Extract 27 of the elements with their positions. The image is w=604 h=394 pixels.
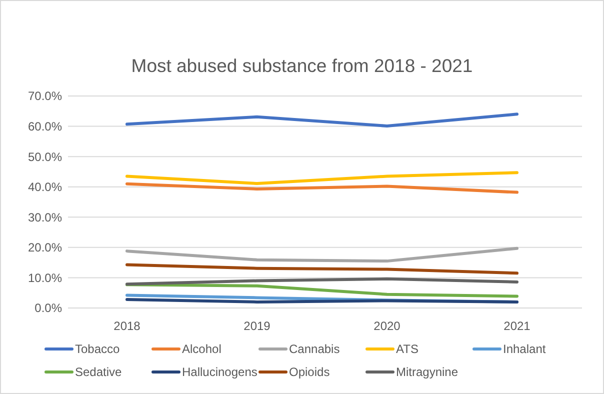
y-tick-label: 0.0% — [34, 301, 62, 316]
y-tick-label: 30.0% — [28, 210, 62, 224]
line-series — [126, 246, 518, 263]
x-tick-label: 2020 — [374, 319, 401, 333]
x-tick-label: 2019 — [244, 319, 271, 333]
y-tick-label: 60.0% — [28, 119, 62, 134]
y-tick-label: 20.0% — [28, 240, 62, 255]
legend-label: Hallucinogens — [182, 365, 258, 380]
legend-label: ATS — [396, 342, 418, 356]
y-tick-label: 70.0% — [28, 89, 62, 104]
legend-label: Opioids — [289, 365, 330, 380]
y-tick-label: 50.0% — [28, 150, 62, 164]
y-tick-label: 40.0% — [28, 180, 62, 194]
legend-label: Sedative — [75, 365, 122, 380]
legend-label: Tobacco — [75, 342, 120, 356]
legend-label: Inhalant — [503, 342, 546, 356]
line-series — [126, 283, 518, 298]
legend-label: Cannabis — [289, 342, 340, 356]
line-series — [126, 263, 518, 275]
x-tick-label: 2018 — [114, 319, 141, 333]
y-tick-label: 10.0% — [28, 270, 62, 285]
legend-label: Mitragynine — [396, 365, 458, 380]
line-series — [126, 182, 518, 194]
legend-label: Alcohol — [182, 342, 222, 356]
line-series — [126, 112, 518, 128]
chart-title: Most abused substance from 2018 - 2021 — [131, 55, 473, 76]
x-tick-label: 2021 — [504, 319, 531, 333]
